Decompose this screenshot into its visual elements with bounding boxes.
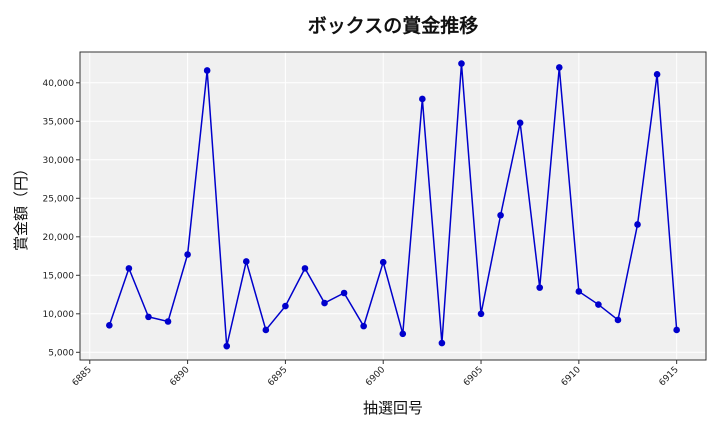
data-point xyxy=(555,64,563,71)
data-point xyxy=(223,342,231,350)
data-point xyxy=(340,289,348,297)
data-point xyxy=(458,60,465,67)
y-tick-label: 35,000 xyxy=(43,117,75,127)
y-tick-label: 40,000 xyxy=(43,79,75,89)
data-point xyxy=(614,316,622,324)
plot-frame xyxy=(79,51,707,361)
data-point xyxy=(379,258,387,266)
data-point xyxy=(242,258,250,265)
x-tick-label: 6915 xyxy=(658,365,681,388)
data-point xyxy=(419,95,426,103)
data-point xyxy=(497,211,504,219)
data-point xyxy=(145,313,152,321)
data-point xyxy=(595,301,602,308)
data-point xyxy=(262,326,270,334)
y-tick-label: 30,000 xyxy=(43,156,75,166)
data-point xyxy=(634,221,641,228)
data-point xyxy=(164,318,172,325)
series-layer xyxy=(106,60,680,350)
y-tick-label: 5,000 xyxy=(48,348,74,358)
x-axis-title: 抽選回号 xyxy=(363,399,423,417)
data-point xyxy=(282,302,289,310)
x-tick-label: 6895 xyxy=(266,365,289,388)
data-point xyxy=(125,265,133,272)
data-point xyxy=(360,322,367,330)
data-point xyxy=(477,310,485,318)
data-point xyxy=(301,265,309,272)
data-point xyxy=(399,330,407,338)
data-point xyxy=(106,322,113,329)
plot-area xyxy=(80,52,706,360)
data-point xyxy=(653,71,661,78)
y-tick-label: 20,000 xyxy=(43,233,75,243)
data-point xyxy=(203,67,211,74)
x-tick-label: 6910 xyxy=(560,365,583,388)
data-point xyxy=(184,251,191,258)
x-tick-label: 6900 xyxy=(364,365,387,388)
x-tick-label: 6885 xyxy=(71,365,94,388)
data-point xyxy=(575,288,583,295)
x-tick-label: 6890 xyxy=(168,365,191,388)
y-tick-label: 25,000 xyxy=(43,194,75,204)
y-tick-label: 15,000 xyxy=(43,271,75,281)
data-point xyxy=(516,119,524,127)
series-line xyxy=(108,63,678,347)
data-point xyxy=(438,339,446,347)
chart-title: ボックスの賞金推移 xyxy=(308,14,478,37)
data-point xyxy=(673,326,680,334)
x-tick-label: 6905 xyxy=(462,365,485,388)
data-point xyxy=(321,299,328,307)
y-axis-title: 賞金額（円） xyxy=(12,161,30,251)
data-point xyxy=(536,284,544,291)
y-tick-label: 10,000 xyxy=(43,310,75,320)
